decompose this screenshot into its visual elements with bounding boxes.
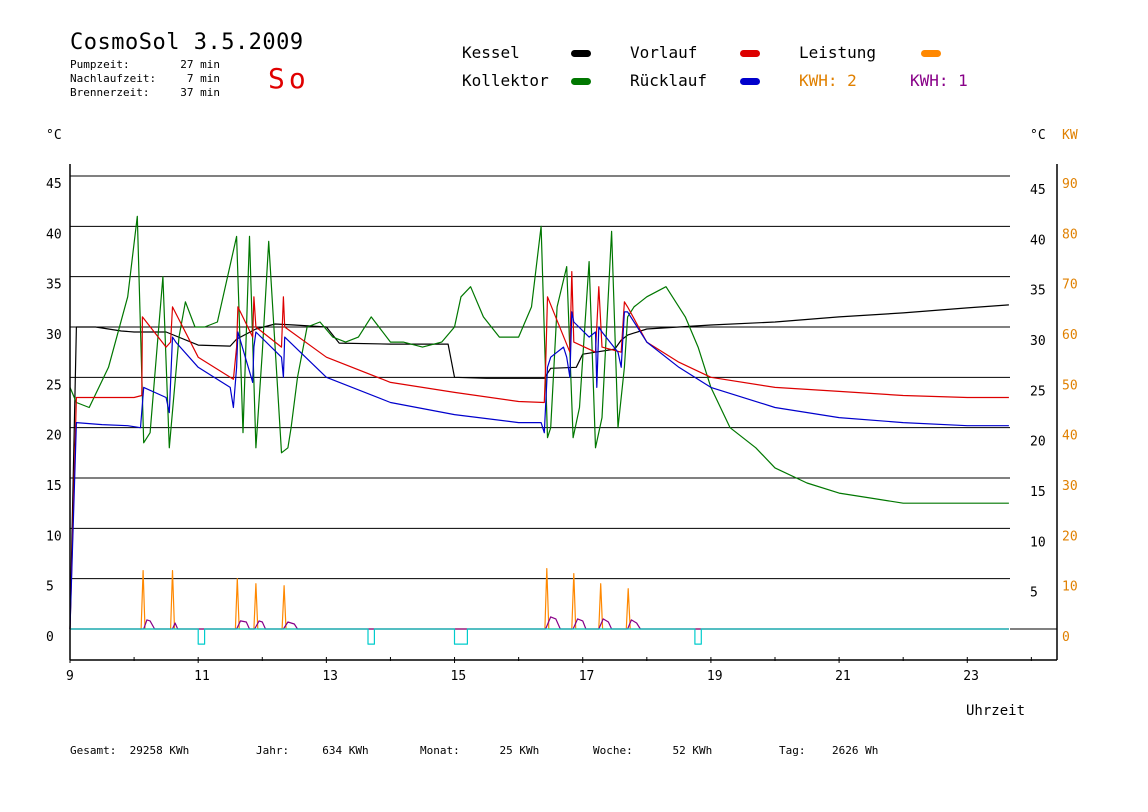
- legend-leistung-swatch: [921, 50, 941, 57]
- series-line-kwh-1: [70, 616, 1009, 630]
- series-line-pumpe: [70, 628, 1009, 645]
- y-tick-label-right: 10: [1030, 535, 1046, 550]
- footer-value: 29258 KWh: [129, 744, 190, 757]
- y-tick-label-left: 35: [46, 278, 62, 293]
- stat-brennerzeit: Brennerzeit: 37 min: [70, 86, 220, 99]
- y-tick-label-kw: 30: [1062, 479, 1078, 494]
- x-tick-label: 17: [579, 669, 595, 684]
- y-tick-label-right: 15: [1030, 485, 1046, 500]
- y-tick-label-kw: 70: [1062, 278, 1078, 293]
- x-axis-label: Uhrzeit: [966, 703, 1025, 719]
- y-tick-label-kw: 40: [1062, 429, 1078, 444]
- y-axis-right-unit-temp: °C: [1030, 128, 1046, 143]
- x-tick-label: 19: [707, 669, 723, 684]
- footer-value: 2626 Wh: [832, 744, 879, 757]
- stat-nachlaufzeit: Nachlaufzeit: 7 min: [70, 72, 220, 85]
- chart-title: CosmoSol 3.5.2009: [70, 30, 304, 55]
- y-tick-label-left: 5: [46, 580, 54, 595]
- y-tick-label-right: 20: [1030, 435, 1046, 450]
- y-tick-label-left: 40: [46, 227, 62, 242]
- footer-tag: Tag: 2626 Wh: [779, 744, 878, 757]
- x-tick-label: 9: [66, 669, 74, 684]
- y-tick-label-kw: 90: [1062, 177, 1078, 192]
- stat-label: Brennerzeit:: [70, 86, 150, 99]
- stat-value: 37 min: [180, 86, 220, 99]
- y-tick-label-left: 20: [46, 429, 62, 444]
- series-line-leistung: [70, 567, 1009, 630]
- stat-value: 27 min: [180, 58, 220, 71]
- y-tick-label-kw: 60: [1062, 328, 1078, 343]
- footer-gesamt: Gesamt: 29258 KWh: [70, 744, 189, 757]
- y-tick-label-right: 45: [1030, 183, 1046, 198]
- footer-label: Jahr:: [256, 744, 290, 757]
- y-tick-label-kw: 10: [1062, 580, 1078, 595]
- footer-woche: Woche: 52 KWh: [593, 744, 712, 757]
- footer-label: Woche:: [593, 744, 633, 757]
- footer-jahr: Jahr: 634 KWh: [256, 744, 369, 757]
- footer-label: Tag:: [779, 744, 806, 757]
- x-tick-label: 15: [451, 669, 467, 684]
- stat-label: Pumpzeit:: [70, 58, 130, 71]
- legend-kollektor-label: Kollektor: [462, 71, 549, 90]
- y-tick-label-left: 10: [46, 529, 62, 544]
- weekday-label: So: [268, 62, 310, 95]
- y-tick-label-right: 25: [1030, 384, 1046, 399]
- y-tick-label-kw: 80: [1062, 227, 1078, 242]
- y-tick-label-right: 30: [1030, 334, 1046, 349]
- y-tick-label-right: 5: [1030, 586, 1038, 601]
- stat-pumpzeit: Pumpzeit: 27 min: [70, 58, 220, 71]
- y-tick-label-left: 15: [46, 479, 62, 494]
- stat-label: Nachlaufzeit:: [70, 72, 157, 85]
- series-line-kessel: [69, 304, 1009, 630]
- y-tick-label-kw: 20: [1062, 529, 1078, 544]
- legend-kwh1-label: KWH: 1: [910, 71, 968, 90]
- y-tick-label-right: 40: [1030, 233, 1046, 248]
- y-tick-label-left: 0: [46, 630, 54, 645]
- x-tick-label: 23: [963, 669, 979, 684]
- legend-ruecklauf-label: Rücklauf: [630, 71, 708, 90]
- legend-vorlauf-label: Vorlauf: [630, 43, 698, 62]
- footer-monat: Monat: 25 KWh: [420, 744, 539, 757]
- y-tick-label-left: 45: [46, 177, 62, 192]
- y-tick-label-left: 25: [46, 378, 62, 393]
- legend-kwh2-label: KWH: 2: [799, 71, 857, 90]
- y-tick-label-right: 35: [1030, 284, 1046, 299]
- legend-leistung-label: Leistung: [799, 43, 877, 62]
- y-tick-label-kw: 50: [1062, 378, 1078, 393]
- footer-value: 52 KWh: [672, 744, 713, 757]
- legend-kessel-swatch: [571, 50, 591, 57]
- x-tick-label: 13: [322, 669, 338, 684]
- legend-vorlauf-swatch: [740, 50, 760, 57]
- series-line-vorlauf: [69, 271, 1009, 630]
- footer-label: Gesamt:: [70, 744, 117, 757]
- y-tick-label-kw: 0: [1062, 630, 1070, 645]
- x-tick-label: 11: [194, 669, 210, 684]
- legend-kollektor-swatch: [571, 78, 591, 85]
- legend-kessel-label: Kessel: [462, 43, 520, 62]
- footer-value: 634 KWh: [322, 744, 369, 757]
- y-tick-label-left: 30: [46, 328, 62, 343]
- x-tick-label: 21: [835, 669, 851, 684]
- footer-value: 25 KWh: [499, 744, 540, 757]
- stat-value: 7 min: [186, 72, 220, 85]
- y-axis-left-unit: °C: [46, 128, 62, 143]
- series-line-kollektor: [69, 215, 1009, 504]
- y-axis-right-unit-kw: KW: [1062, 128, 1078, 143]
- legend-ruecklauf-swatch: [740, 78, 760, 85]
- footer-label: Monat:: [420, 744, 460, 757]
- series-line-r-cklauf: [69, 311, 1009, 630]
